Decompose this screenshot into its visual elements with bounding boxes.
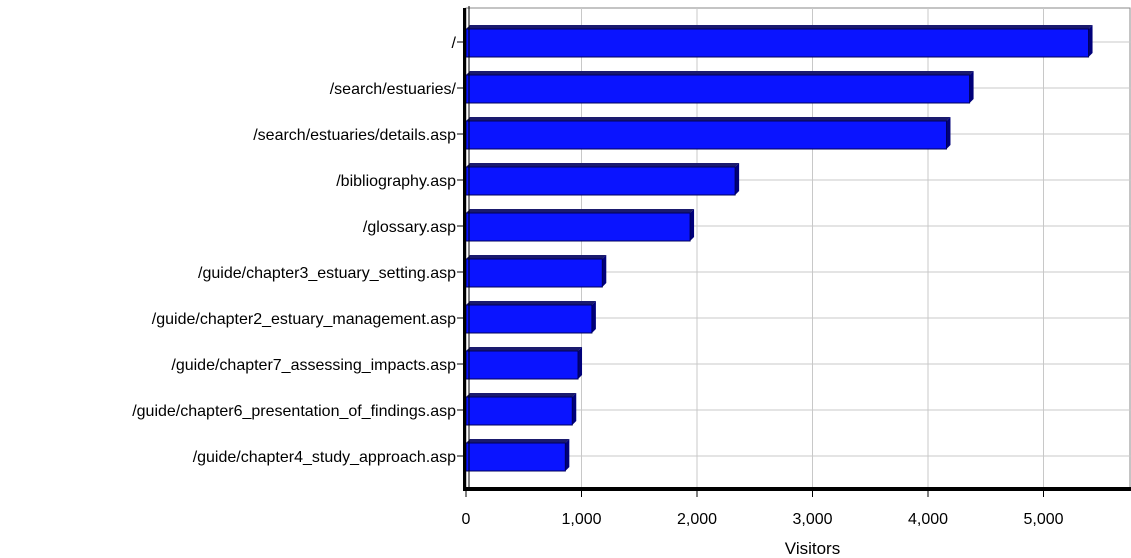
bar-front-face: [465, 304, 593, 334]
bar-top-face: [466, 117, 951, 121]
bar: [465, 25, 1093, 58]
bar: [465, 393, 577, 426]
y-tick-label: /bibliography.asp: [336, 173, 456, 190]
x-tick-label: 1,000: [561, 511, 601, 528]
bar-side-face: [565, 439, 570, 471]
bar-top-face: [466, 439, 570, 443]
bar: [465, 439, 570, 472]
bar: [465, 163, 740, 196]
bar-side-face: [602, 255, 607, 287]
y-tick-label: /glossary.asp: [363, 219, 456, 236]
x-tick-label: 3,000: [792, 511, 832, 528]
bar-side-face: [946, 117, 951, 149]
y-axis-line: [463, 8, 466, 490]
bar-front-face: [465, 28, 1090, 58]
bar: [465, 71, 974, 104]
bar-side-face: [735, 163, 740, 195]
bar-top-face: [466, 393, 577, 397]
y-tick-label: /guide/chapter3_estuary_setting.asp: [198, 265, 456, 282]
bar-side-face: [591, 301, 596, 333]
y-tick-label: /guide/chapter2_estuary_management.asp: [152, 311, 456, 328]
bar: [465, 347, 583, 380]
bar-front-face: [465, 166, 736, 196]
x-axis-line: [463, 487, 1131, 491]
bar-top-face: [466, 347, 583, 351]
bar-top-face: [466, 255, 607, 259]
bar: [465, 117, 951, 150]
bar-top-face: [466, 301, 596, 305]
bar-top-face: [466, 209, 695, 213]
bar: [465, 255, 607, 288]
x-axis-title: Visitors: [785, 539, 840, 558]
bar-side-face: [578, 347, 583, 379]
bar-front-face: [465, 258, 603, 288]
x-tick-label: 5,000: [1023, 511, 1063, 528]
axes: [457, 6, 1131, 497]
bars: [465, 25, 1093, 472]
tick-labels: / /search/estuaries/ /search/estuaries/det…: [132, 35, 1063, 528]
bar: [465, 301, 596, 334]
y-tick-label: /search/estuaries/: [330, 81, 457, 98]
bar-top-face: [466, 163, 740, 167]
bar-top-face: [466, 71, 974, 75]
bar-front-face: [465, 396, 573, 426]
x-tick-label: 0: [462, 511, 471, 528]
y-tick-label: /search/estuaries/details.asp: [253, 127, 456, 144]
bar-front-face: [465, 74, 971, 104]
bar-side-face: [1088, 25, 1093, 57]
bar-side-face: [690, 209, 695, 241]
y-tick-label: /guide/chapter4_study_approach.asp: [193, 449, 456, 466]
y-tick-label: /guide/chapter6_presentation_of_findings…: [132, 403, 456, 420]
bar-side-face: [969, 71, 974, 103]
bar-top-face: [466, 25, 1093, 29]
y-tick-label: /guide/chapter7_assessing_impacts.asp: [171, 357, 456, 374]
bar-front-face: [465, 350, 579, 380]
x-tick-label: 4,000: [908, 511, 948, 528]
y-tick-label: /: [452, 35, 457, 52]
bar-front-face: [465, 212, 691, 242]
x-tick-label: 2,000: [677, 511, 717, 528]
bar-front-face: [465, 442, 566, 472]
bar: [465, 209, 695, 242]
bar-front-face: [465, 120, 947, 150]
bar-side-face: [572, 393, 577, 425]
